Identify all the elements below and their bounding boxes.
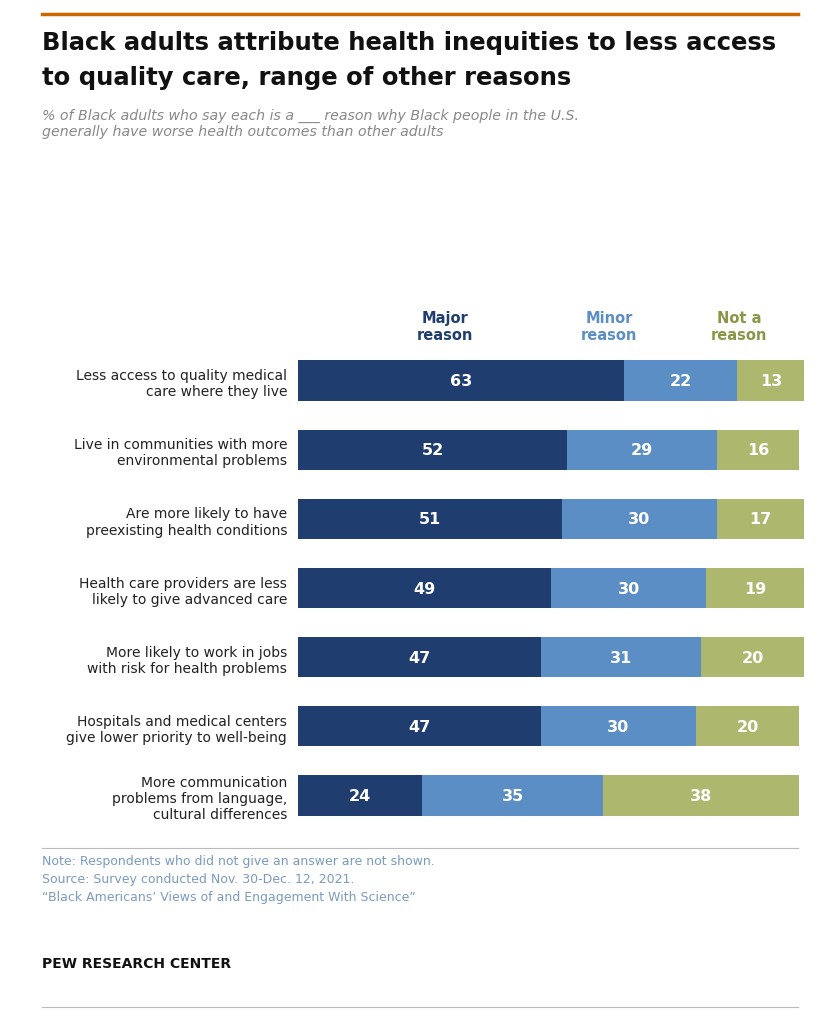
Bar [562,499,717,539]
Text: 13: 13 [759,374,782,388]
Text: to quality care, range of other reasons: to quality care, range of other reasons [42,66,571,91]
Text: PEW RESEARCH CENTER: PEW RESEARCH CENTER [42,956,231,970]
Bar [717,430,800,471]
Text: Minor
reason: Minor reason [580,311,638,343]
Text: 29: 29 [631,443,653,458]
Text: 16: 16 [747,443,769,458]
Bar [298,361,623,401]
Bar [298,775,423,816]
Text: 47: 47 [408,650,431,665]
Bar [298,706,541,747]
Text: 24: 24 [349,789,371,803]
Text: 31: 31 [610,650,633,665]
Text: Note: Respondents who did not give an answer are not shown.
Source: Survey condu: Note: Respondents who did not give an an… [42,854,435,903]
Text: 20: 20 [742,650,764,665]
Bar [541,706,696,747]
Bar [623,361,738,401]
Text: 63: 63 [449,374,472,388]
Bar [706,569,805,608]
Text: 52: 52 [422,443,444,458]
Text: 20: 20 [737,719,759,734]
Bar [423,775,603,816]
Bar [567,430,717,471]
Bar [551,569,706,608]
Bar [717,499,805,539]
Text: 22: 22 [669,374,691,388]
Text: 47: 47 [408,719,431,734]
Text: 30: 30 [628,512,650,527]
Bar [603,775,800,816]
Bar [696,706,800,747]
Bar [298,499,562,539]
Text: 19: 19 [744,581,767,596]
Bar [298,569,551,608]
Bar [701,638,805,678]
Text: 49: 49 [413,581,436,596]
Text: 51: 51 [419,512,441,527]
Text: 30: 30 [607,719,630,734]
Text: 17: 17 [749,512,772,527]
Text: Black adults attribute health inequities to less access: Black adults attribute health inequities… [42,31,776,55]
Text: 30: 30 [617,581,640,596]
Text: 38: 38 [690,789,712,803]
Text: Not a
reason: Not a reason [711,311,768,343]
Bar [298,638,541,678]
Bar [298,430,567,471]
Bar [541,638,701,678]
Bar [738,361,805,401]
Text: % of Black adults who say each is a ___ reason why Black people in the U.S.
gene: % of Black adults who say each is a ___ … [42,109,579,140]
Text: 35: 35 [501,789,523,803]
Text: Major
reason: Major reason [417,311,474,343]
